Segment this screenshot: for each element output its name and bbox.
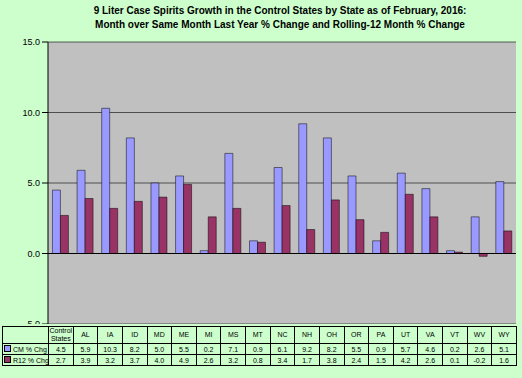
html-text:8.2: 8.2 xyxy=(326,345,337,353)
html-text:0.1: 0.1 xyxy=(449,356,460,364)
html-text:4.5: 4.5 xyxy=(55,345,66,353)
html-text:10.3: 10.3 xyxy=(103,345,117,353)
html-text:5.1: 5.1 xyxy=(499,345,509,353)
html-text:2.7: 2.7 xyxy=(55,356,66,364)
html-text:Month over Same Month Last Yea: Month over Same Month Last Year % Change… xyxy=(95,19,465,30)
svg-text:0.0: 0.0 xyxy=(27,249,40,259)
html-text:NH: NH xyxy=(302,331,313,338)
html-text:0.8: 0.8 xyxy=(252,356,263,364)
html-text:UT: UT xyxy=(400,331,411,338)
html-text:PA: PA xyxy=(376,331,386,338)
html-text:OH: OH xyxy=(326,331,337,338)
html-text:4.0: 4.0 xyxy=(154,356,165,364)
html-text:5.5: 5.5 xyxy=(179,345,189,353)
html-text:5.7: 5.7 xyxy=(400,345,411,353)
html-text:2.6: 2.6 xyxy=(425,356,435,364)
html-text:4.9: 4.9 xyxy=(179,356,189,364)
html-text:MI: MI xyxy=(204,331,213,338)
html-text:3.8: 3.8 xyxy=(326,356,337,364)
html-text:ID: ID xyxy=(131,331,139,338)
html-text:2.6: 2.6 xyxy=(474,345,485,353)
html-text:OR: OR xyxy=(351,331,362,338)
html-text:4.2: 4.2 xyxy=(400,356,411,364)
html-text:3.7: 3.7 xyxy=(129,356,140,364)
html-text:8.2: 8.2 xyxy=(129,345,140,353)
html-text:3.9: 3.9 xyxy=(80,356,91,364)
html-text:AL: AL xyxy=(81,331,90,338)
html-text:2.6: 2.6 xyxy=(203,356,214,364)
html-text:9.2: 9.2 xyxy=(302,345,312,353)
html-text:3.2: 3.2 xyxy=(228,356,238,364)
html-text:MT: MT xyxy=(252,331,263,338)
html-text:CM % Chg: CM % Chg xyxy=(13,346,47,353)
html-text:0.2: 0.2 xyxy=(449,345,460,353)
html-text:2.4: 2.4 xyxy=(351,356,362,364)
svg-text:-5.0: -5.0 xyxy=(24,319,40,324)
html-text:0.9: 0.9 xyxy=(376,345,386,353)
html-text:IA: IA xyxy=(106,331,114,338)
html-text:WV: WV xyxy=(473,331,486,338)
html-text:6.1: 6.1 xyxy=(277,345,288,353)
html-text:Control States: Control States xyxy=(49,327,73,342)
html-text:ME: ME xyxy=(178,331,190,338)
html-text:-0.2: -0.2 xyxy=(473,356,486,364)
html-text:7.1: 7.1 xyxy=(228,345,238,353)
html-text:MS: MS xyxy=(227,331,239,338)
html-text:1.6: 1.6 xyxy=(499,356,509,364)
html-text:5.0: 5.0 xyxy=(154,345,165,353)
html-text:0.9: 0.9 xyxy=(252,345,263,353)
html-text:MD: MD xyxy=(153,331,165,338)
html-text:NC: NC xyxy=(277,331,288,338)
html-text:4.6: 4.6 xyxy=(425,345,435,353)
html-text:5.5: 5.5 xyxy=(351,345,362,353)
html-text:1.7: 1.7 xyxy=(302,356,312,364)
html-text:9 Liter Case Spirits Growth in: 9 Liter Case Spirits Growth in the Contr… xyxy=(93,5,467,16)
html-text:3.4: 3.4 xyxy=(277,356,288,364)
svg-text:5.0: 5.0 xyxy=(27,178,40,188)
html-text:WY: WY xyxy=(498,331,510,338)
html-text:1.5: 1.5 xyxy=(376,356,386,364)
svg-text:10.0: 10.0 xyxy=(22,108,40,118)
html-text:VT: VT xyxy=(450,331,460,338)
html-text:5.9: 5.9 xyxy=(80,345,91,353)
html-text:R12 % Chg: R12 % Chg xyxy=(13,357,49,364)
html-text:0.2: 0.2 xyxy=(203,345,214,353)
svg-text:15.0: 15.0 xyxy=(22,37,40,47)
html-text:3.2: 3.2 xyxy=(105,356,115,364)
html-text:VA: VA xyxy=(425,331,435,338)
